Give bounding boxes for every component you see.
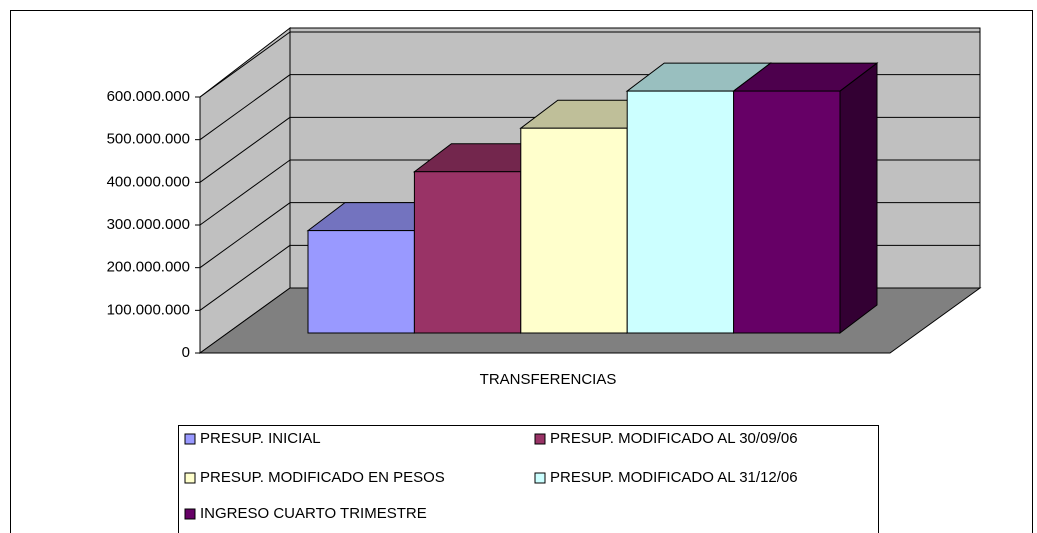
grid-line <box>199 159 291 226</box>
legend-label: PRESUP. MODIFICADO AL 31/12/06 <box>550 469 798 486</box>
y-tick-label: 300.000.000 <box>107 216 190 233</box>
y-tick-label: 100.000.000 <box>107 301 190 318</box>
legend-label: PRESUP. MODIFICADO AL 30/09/06 <box>550 430 798 447</box>
legend-swatch <box>184 472 196 484</box>
bar-side <box>839 62 878 335</box>
bar <box>520 127 628 334</box>
y-tick-label: 0 <box>182 344 190 361</box>
legend-label: PRESUP. INICIAL <box>200 430 321 447</box>
y-tick-label: 600.000.000 <box>107 88 190 105</box>
bar <box>413 171 522 334</box>
bar <box>307 230 415 334</box>
bar <box>733 90 841 334</box>
grid-line <box>199 31 291 98</box>
legend-label: PRESUP. MODIFICADO EN PESOS <box>200 469 445 486</box>
grid-line <box>199 116 291 183</box>
legend-swatch <box>534 472 546 484</box>
grid-line <box>199 74 291 141</box>
grid-line <box>199 202 291 269</box>
y-tick-label: 500.000.000 <box>107 131 190 148</box>
legend-box <box>178 425 879 533</box>
legend-swatch <box>534 433 546 445</box>
legend-swatch <box>184 433 196 445</box>
legend-swatch <box>184 508 196 520</box>
x-tick-label: TRANSFERENCIAS <box>480 371 617 388</box>
y-tick-label: 200.000.000 <box>107 259 190 276</box>
y-tick-label: 400.000.000 <box>107 173 190 190</box>
grid-line <box>199 244 291 311</box>
bar <box>626 90 735 334</box>
legend-label: INGRESO CUARTO TRIMESTRE <box>200 505 427 522</box>
